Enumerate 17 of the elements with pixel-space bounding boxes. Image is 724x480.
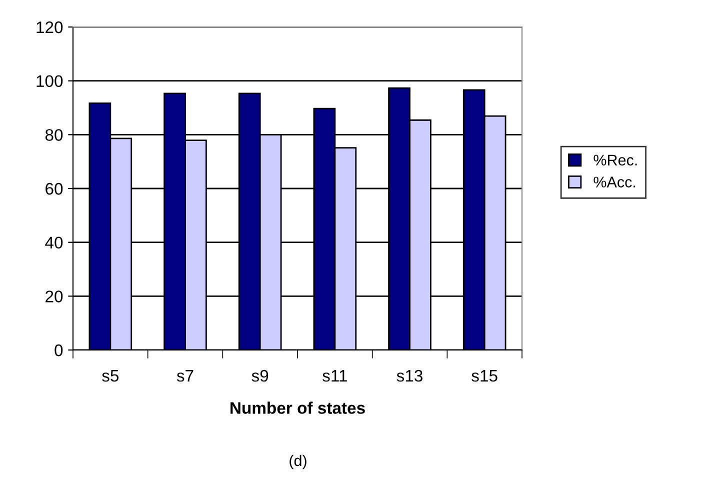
x-tick-label: s5 <box>102 370 119 382</box>
legend-label: %Rec. <box>594 154 637 166</box>
x-tick-label: s7 <box>176 370 194 382</box>
x-tick-label: s15 <box>472 370 498 382</box>
x-tick-label: s13 <box>396 370 422 382</box>
y-tick-label: 80 <box>45 129 63 141</box>
y-tick-label: 100 <box>36 75 63 88</box>
x-axis-title: Number of states <box>230 402 365 414</box>
y-tick-label: 120 <box>36 21 63 34</box>
legend-label: %Acc. <box>594 176 636 188</box>
y-tick-label: 40 <box>45 236 63 249</box>
y-tick-label: 0 <box>54 344 63 356</box>
x-tick-label: s11 <box>322 370 347 382</box>
text: (d) <box>290 454 306 470</box>
x-tick-label: s9 <box>252 370 268 382</box>
y-tick-label: 20 <box>46 290 63 302</box>
y-tick-label: 60 <box>46 182 63 195</box>
